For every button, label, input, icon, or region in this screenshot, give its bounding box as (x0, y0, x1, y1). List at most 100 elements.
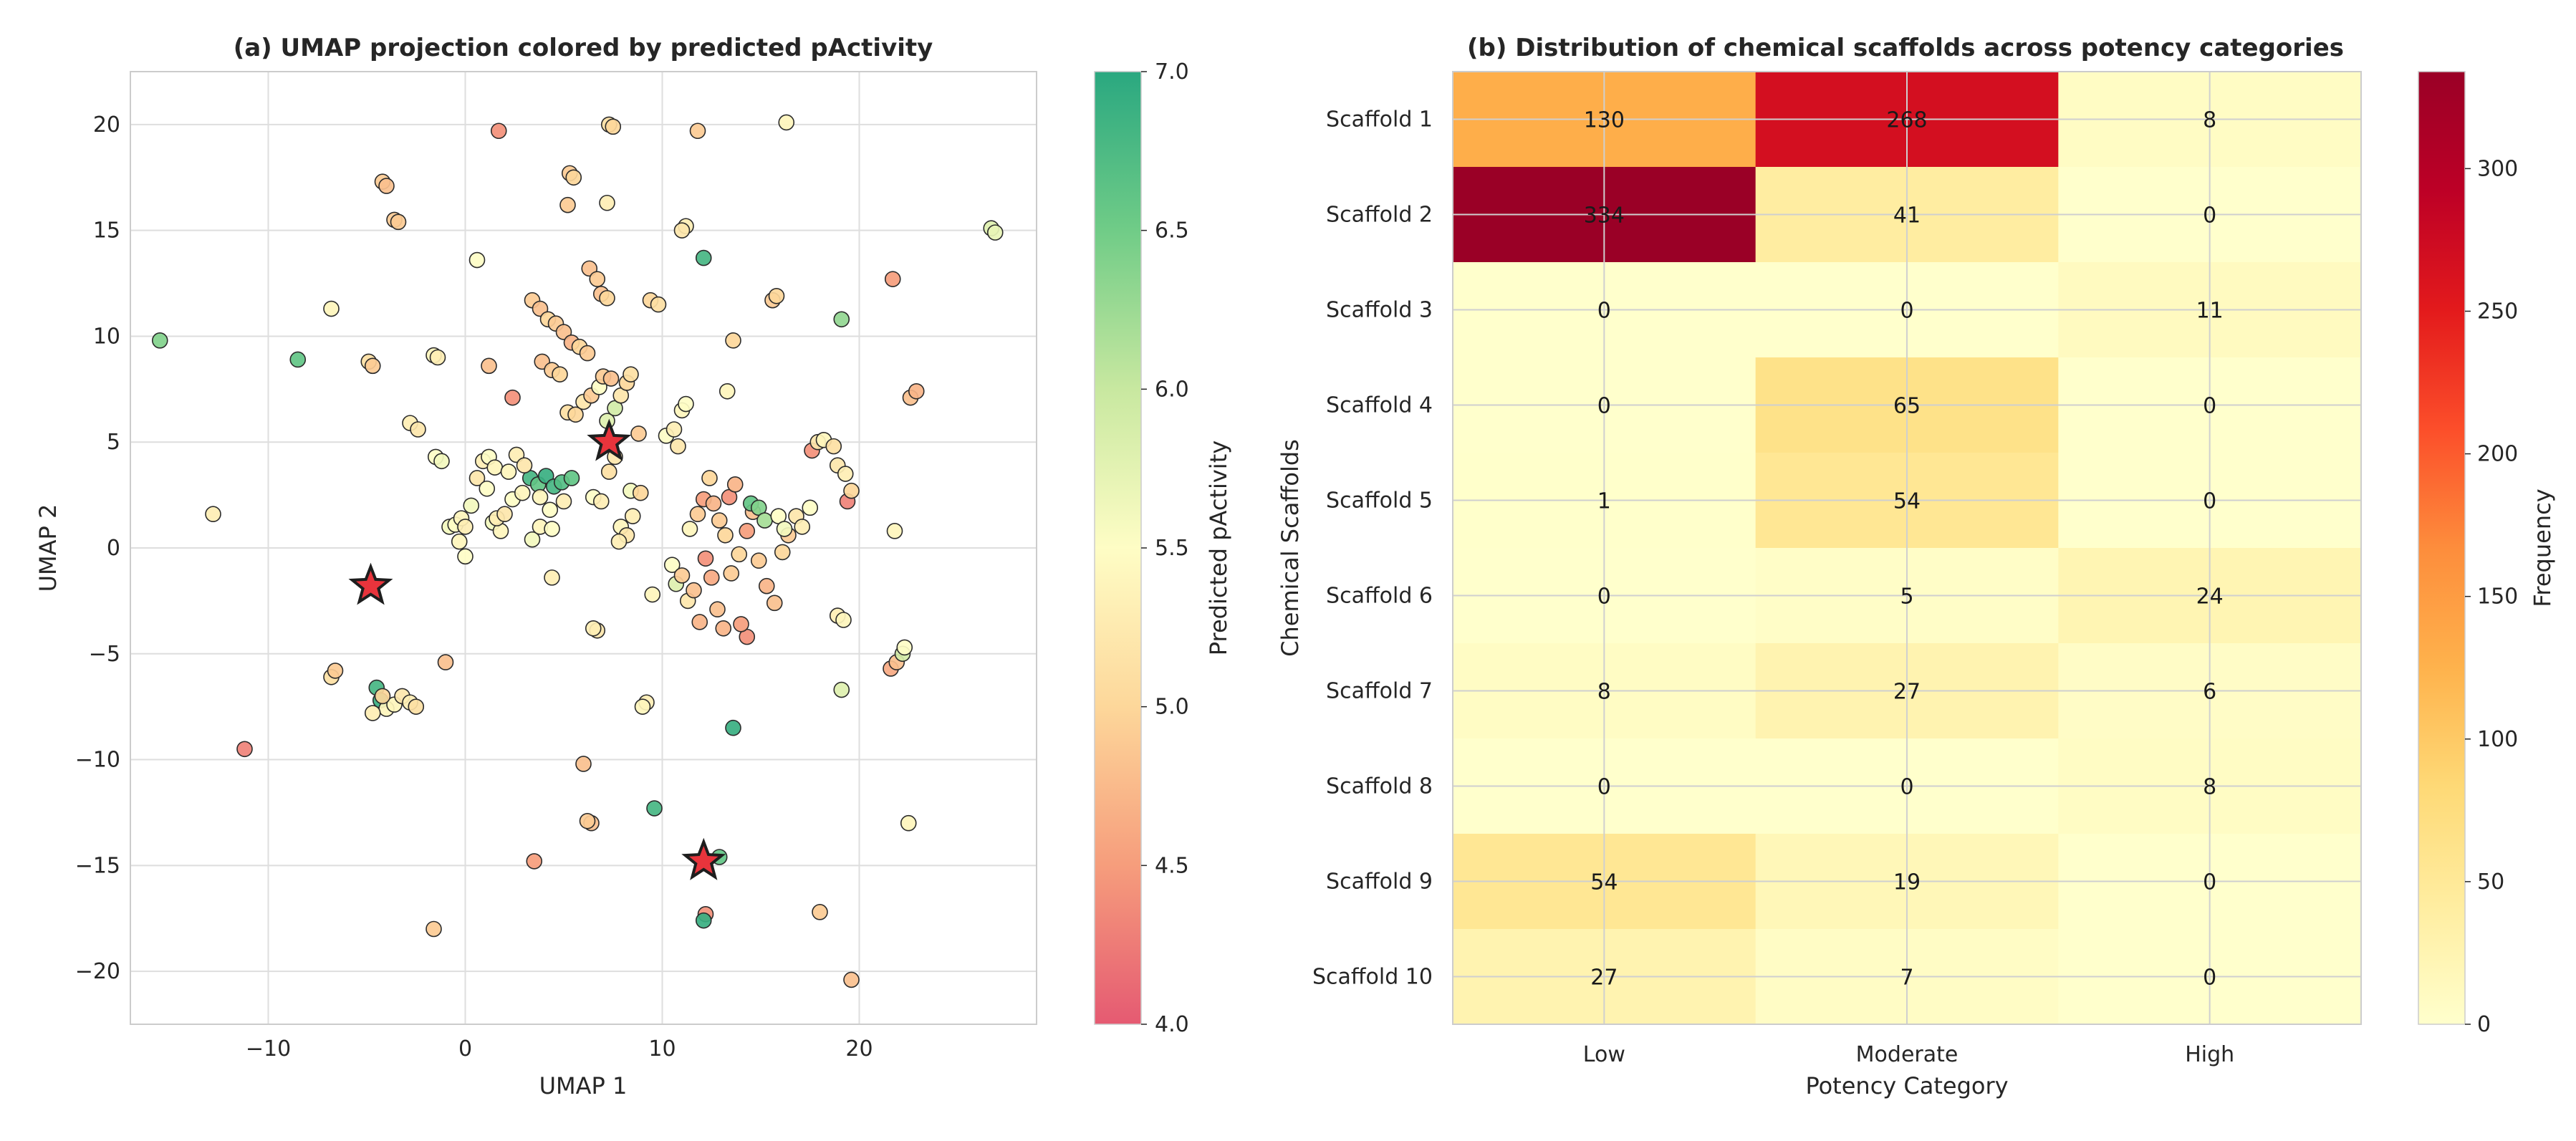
heatmap-cell-value: 0 (1900, 299, 1913, 324)
umap-y-tick-label: −5 (89, 642, 120, 667)
umap-point (602, 370, 620, 387)
umap-point (599, 194, 615, 211)
pactivity-colorbar (1095, 72, 1141, 1024)
heatmap-cell-value: 24 (2196, 584, 2224, 610)
umap-point (524, 531, 541, 548)
heatmap-cell-value: 334 (1584, 203, 1625, 228)
umap-point (733, 616, 749, 632)
frequency-colorbar-tick-label: 300 (2477, 156, 2518, 181)
umap-point (563, 470, 580, 486)
umap-point (600, 463, 617, 480)
umap-point (705, 495, 722, 512)
umap-plot-frame (130, 71, 1037, 1025)
umap-point (750, 552, 767, 569)
umap-point (567, 406, 584, 423)
heatmap-row-label: Scaffold 6 (1326, 584, 1433, 609)
umap-point (703, 569, 720, 586)
frequency-colorbar-tick-label: 100 (2477, 727, 2518, 752)
heatmap-row-label: Scaffold 3 (1326, 298, 1433, 323)
heatmap-frame (1452, 71, 2362, 1025)
umap-point (630, 425, 647, 442)
umap-point (542, 501, 559, 519)
umap-point (408, 698, 425, 715)
heatmap-cell-value: 8 (2203, 108, 2216, 133)
heatmap-cell-value: 54 (1590, 870, 1618, 895)
umap-point (670, 438, 686, 455)
umap-point (717, 526, 734, 544)
umap-point (552, 366, 568, 382)
pactivity-colorbar-tick-label: 6.5 (1155, 218, 1189, 244)
heatmap-cell-value: 8 (1597, 680, 1611, 705)
heatmap-cell-value: 0 (1597, 299, 1611, 324)
umap-point (794, 519, 811, 535)
heatmap-cell-value: 19 (1893, 870, 1921, 895)
umap-point (544, 569, 560, 586)
heatmap-cell-value: 130 (1584, 108, 1625, 133)
heatmap-column-labels: Low Moderate High (1583, 1042, 2234, 1067)
umap-point (701, 470, 718, 486)
umap-point (835, 612, 852, 628)
umap-point (532, 488, 549, 506)
umap-point (726, 476, 744, 493)
umap-scatter-panel: (a) UMAP projection colored by predicted… (34, 34, 1232, 1099)
umap-point (410, 421, 426, 438)
umap-point (468, 470, 486, 486)
pactivity-colorbar-tick-label: 7.0 (1155, 59, 1189, 85)
umap-point (634, 698, 651, 715)
heatmap-column-label: Low (1583, 1042, 1625, 1067)
umap-point (555, 493, 572, 510)
heatmap-cell-value: 268 (1886, 108, 1927, 133)
heatmap-cell-value: 0 (2203, 966, 2216, 991)
umap-x-axis-label: UMAP 1 (539, 1072, 628, 1099)
umap-point (486, 459, 504, 476)
umap-point (327, 663, 344, 679)
frequency-colorbar-tick-label: 200 (2477, 442, 2518, 467)
heatmap-cell-value: 11 (2196, 299, 2224, 324)
umap-point (723, 565, 740, 582)
umap-point (481, 357, 497, 375)
pactivity-colorbar-tick-label: 4.5 (1155, 853, 1189, 878)
umap-point (496, 506, 513, 523)
umap-point (390, 213, 407, 231)
heatmap-gridlines (1453, 72, 2361, 1024)
umap-point (768, 287, 785, 304)
umap-y-tick-label: 20 (93, 112, 120, 138)
umap-point (731, 546, 748, 563)
umap-point (500, 463, 517, 480)
heatmap-row-label: Scaffold 4 (1326, 393, 1433, 418)
umap-point (686, 582, 702, 599)
umap-point (457, 519, 474, 535)
umap-point (673, 222, 691, 239)
umap-point (323, 300, 340, 317)
frequency-colorbar (2418, 72, 2465, 1024)
umap-point (908, 382, 925, 400)
umap-point (689, 506, 706, 523)
heatmap-row-label: Scaffold 5 (1326, 488, 1433, 514)
umap-point (739, 523, 756, 539)
umap-point (236, 741, 253, 758)
frequency-colorbar-frame (2418, 71, 2466, 1025)
umap-point (695, 912, 712, 929)
umap-point (364, 357, 381, 375)
heatmap-cell-value: 65 (1893, 394, 1921, 419)
umap-point (463, 497, 480, 514)
pactivity-colorbar-ticks: 4.0 4.5 5.0 5.5 6.0 6.5 7.0 (1141, 59, 1189, 1037)
heatmap-row-label: Scaffold 8 (1326, 774, 1433, 799)
umap-point (364, 705, 381, 721)
umap-point (479, 480, 496, 497)
umap-x-tick-label: 10 (648, 1036, 676, 1061)
umap-point (758, 577, 775, 594)
reference-star-marker (681, 837, 726, 880)
umap-point (565, 169, 582, 186)
umap-point (756, 512, 773, 529)
umap-points (151, 114, 1004, 988)
umap-point (802, 499, 819, 516)
umap-point (833, 681, 850, 698)
heatmap-cell-labels: 130 268 8 334 41 0 0 0 11 0 65 0 1 54 0 0 5 24 8 27 6 0 0 8 54 19… (1584, 108, 2224, 991)
heatmap-row-label: Scaffold 10 (1312, 965, 1433, 990)
frequency-colorbar-tick-label: 250 (2477, 299, 2518, 324)
umap-point (719, 382, 736, 400)
umap-point (429, 349, 446, 366)
umap-point (468, 251, 486, 269)
